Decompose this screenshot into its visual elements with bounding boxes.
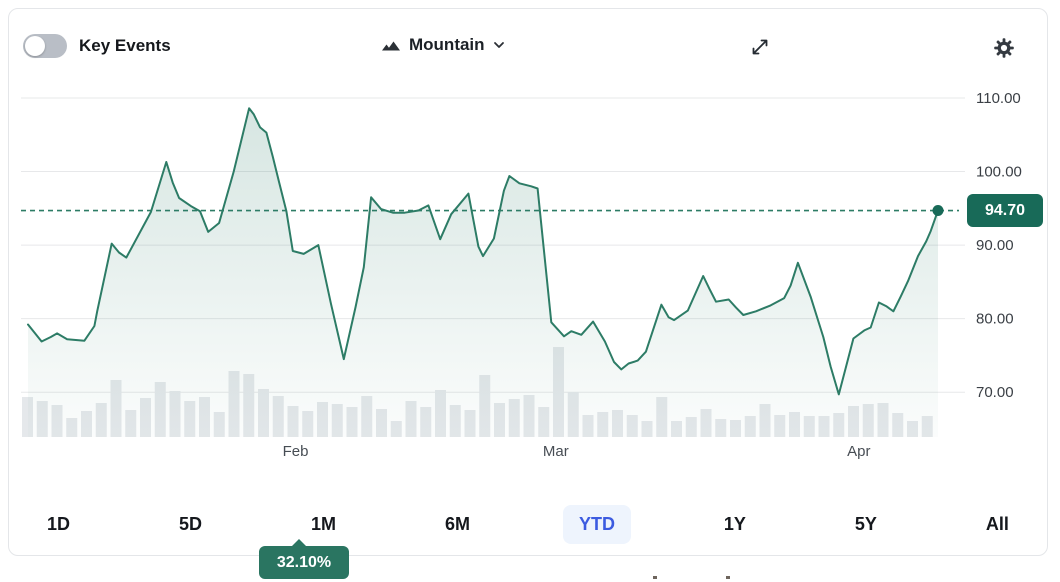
- price-line: [27, 107, 939, 396]
- change-percent-value: 32.10%: [276, 553, 332, 571]
- gear-icon: [994, 38, 1014, 58]
- last-price-value: 94.70: [984, 201, 1026, 219]
- range-button-1y[interactable]: 1Y: [708, 505, 762, 544]
- chevron-down-icon: [493, 42, 504, 48]
- price-area: [28, 108, 938, 438]
- expand-button[interactable]: [747, 34, 773, 60]
- range-button-6m[interactable]: 6M: [429, 505, 486, 544]
- mountain-icon: [382, 41, 400, 51]
- y-axis-label: 90.00: [976, 237, 1014, 254]
- toggle-knob: [25, 36, 45, 56]
- key-events-toggle[interactable]: [23, 34, 67, 58]
- change-percent-tooltip: 32.10%: [259, 539, 349, 579]
- chart-canvas[interactable]: 110.00 100.00 90.00 80.00 70.00 Feb Mar Apr: [9, 79, 1047, 479]
- last-price-badge: 94.70: [967, 194, 1043, 227]
- range-selector: 1D 5D 1M 6M YTD 1Y 5Y All: [9, 501, 1047, 547]
- key-events-label: Key Events: [79, 36, 171, 55]
- cutoff-text-remnant: [726, 576, 730, 579]
- tooltip-arrow: [291, 539, 307, 547]
- range-button-5y[interactable]: 5Y: [839, 505, 893, 544]
- settings-button[interactable]: [991, 35, 1017, 61]
- last-price-dot: [932, 205, 944, 217]
- range-button-1d[interactable]: 1D: [31, 505, 86, 544]
- range-button-all[interactable]: All: [970, 505, 1025, 544]
- cutoff-text-remnant: [653, 576, 657, 579]
- chart-type-dropdown[interactable]: Mountain: [381, 35, 505, 55]
- y-axis-label: 80.00: [976, 311, 1014, 328]
- range-button-ytd[interactable]: YTD: [562, 504, 631, 544]
- volume-bar: [22, 397, 33, 437]
- x-axis-label: Apr: [847, 443, 870, 460]
- y-axis-label: 110.00: [976, 90, 1021, 107]
- chart-card: Key Events Mountain: [8, 8, 1048, 579]
- x-axis-label: Feb: [283, 443, 309, 460]
- key-events-toggle-group[interactable]: Key Events: [23, 34, 171, 58]
- x-axis-label: Mar: [543, 443, 569, 460]
- expand-icon: [752, 39, 768, 55]
- y-axis-label: 100.00: [976, 164, 1022, 181]
- chart-type-label: Mountain: [409, 35, 485, 54]
- y-axis-label: 70.00: [976, 384, 1014, 401]
- range-button-5d[interactable]: 5D: [163, 505, 218, 544]
- range-button-1m[interactable]: 1M: [295, 505, 352, 544]
